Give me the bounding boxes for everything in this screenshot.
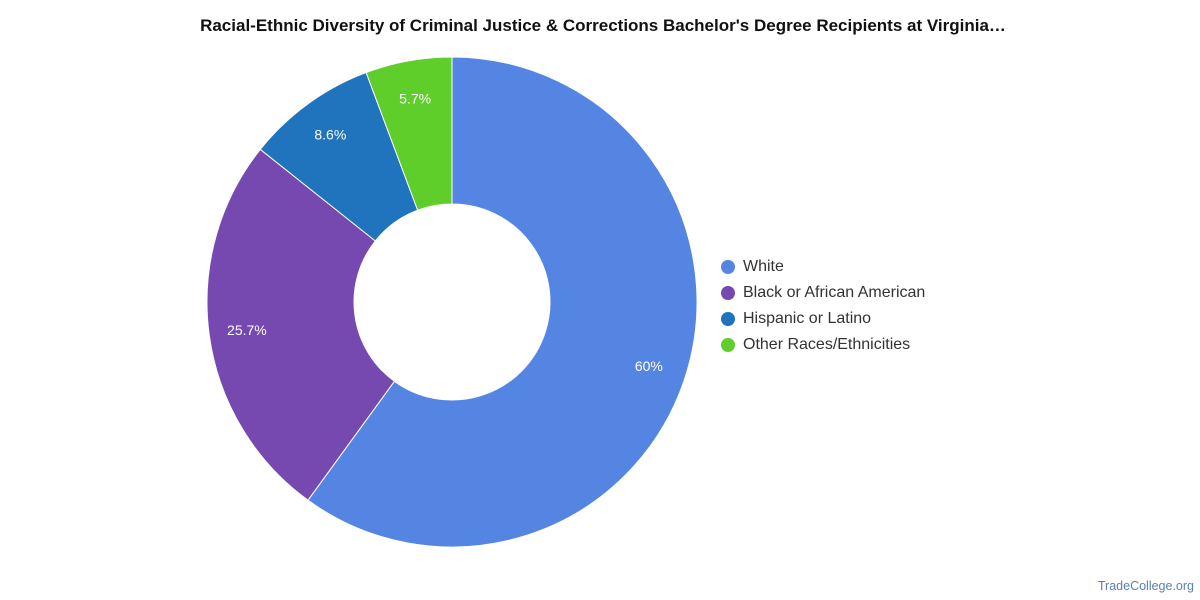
chart-legend: White Black or African American Hispanic o… <box>721 254 981 358</box>
legend-swatch-icon <box>721 260 735 274</box>
data-label-black-or-african-american: 25.7% <box>227 322 267 338</box>
legend-swatch-icon <box>721 286 735 300</box>
legend-swatch-icon <box>721 312 735 326</box>
data-label-white: 60% <box>635 358 663 374</box>
source-credit[interactable]: TradeCollege.org <box>1097 579 1194 593</box>
legend-item-hispanic-or-latino[interactable]: Hispanic or Latino <box>721 306 981 332</box>
legend-item-other-races-ethnicities[interactable]: Other Races/Ethnicities <box>721 332 981 358</box>
slice-black-or-african-american[interactable] <box>206 148 396 501</box>
legend-label: White <box>743 258 784 275</box>
legend-label: Black or African American <box>743 284 926 301</box>
legend-swatch-icon <box>721 338 735 352</box>
legend-item-black-or-african-american[interactable]: Black or African American <box>721 280 981 306</box>
legend-label: Hispanic or Latino <box>743 310 872 327</box>
legend-item-white[interactable]: White <box>721 254 981 280</box>
legend-label: Other Races/Ethnicities <box>743 336 911 353</box>
chart-title: Racial-Ethnic Diversity of Criminal Just… <box>200 16 1006 35</box>
slice-white[interactable] <box>307 56 698 548</box>
data-label-hispanic-or-latino: 8.6% <box>314 127 346 143</box>
data-label-other-races-ethnicities: 5.7% <box>399 90 431 106</box>
slice-other-races-ethnicities[interactable] <box>365 56 453 211</box>
